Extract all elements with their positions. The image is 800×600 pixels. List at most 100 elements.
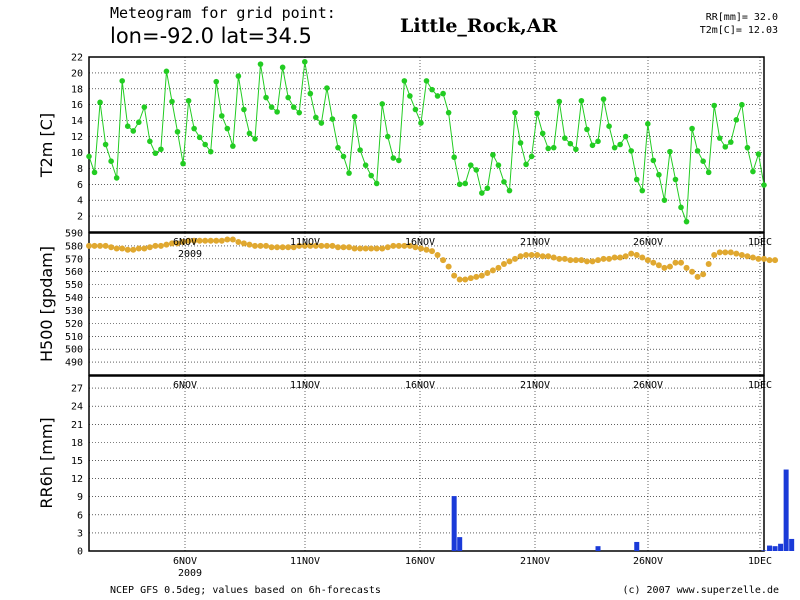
- height-point: [146, 244, 153, 251]
- precipitation-bar: [451, 496, 457, 551]
- precip-ylabel: RR6h [mm]: [37, 417, 56, 508]
- temperature-point: [645, 121, 651, 127]
- height-point: [213, 237, 220, 244]
- panel-temperature-y-ticks: 2 4 6 8 10 12 14 16 18 20 22: [71, 53, 83, 223]
- height-point: [539, 253, 546, 260]
- y-tick-label: 8: [77, 164, 83, 175]
- height-point: [583, 258, 590, 265]
- temperature-point: [313, 114, 319, 121]
- height-point: [307, 242, 314, 249]
- height-point: [495, 264, 502, 271]
- height-point: [628, 250, 635, 257]
- temperature-point: [346, 170, 352, 176]
- temperature-point: [495, 162, 502, 168]
- height-point: [650, 259, 657, 266]
- temperature-point: [451, 154, 457, 161]
- temperature-point: [440, 90, 446, 97]
- temperature-point: [633, 176, 640, 183]
- height-point: [202, 237, 209, 244]
- height-point: [196, 237, 203, 244]
- height-point: [655, 262, 662, 269]
- height-point: [644, 257, 651, 264]
- temperature-point: [473, 167, 480, 173]
- temperature-point: [622, 133, 629, 140]
- temperature-point: [589, 142, 596, 149]
- height-point: [766, 257, 773, 264]
- temperature-point: [672, 176, 679, 183]
- temperature-point: [285, 94, 291, 101]
- temperature-point: [357, 147, 363, 153]
- height-point: [711, 251, 718, 258]
- temperature-point: [694, 148, 701, 154]
- temperature-point: [196, 134, 203, 141]
- y-tick-label: 9: [77, 492, 83, 503]
- temperature-point: [163, 68, 170, 75]
- height-point: [716, 249, 723, 256]
- height-point: [185, 237, 192, 244]
- temperature-point: [379, 101, 386, 107]
- height-point: [523, 251, 530, 258]
- height-point: [180, 239, 187, 246]
- x-tick-label: 21NOV: [520, 237, 550, 248]
- y-tick-label: 540: [65, 293, 83, 304]
- temperature-point: [467, 162, 474, 168]
- height-point: [268, 244, 275, 251]
- height-point: [512, 255, 519, 262]
- temperature-point: [484, 185, 491, 192]
- temperature-point: [119, 78, 125, 84]
- precipitation-bar: [772, 546, 778, 551]
- temperature-point: [268, 104, 275, 110]
- height-point: [224, 236, 231, 243]
- height-point: [240, 240, 247, 247]
- temperature-point: [639, 187, 646, 194]
- height-point: [572, 257, 579, 264]
- height-point: [174, 240, 181, 247]
- y-tick-label: 490: [65, 358, 83, 369]
- header-title-line2: lon=-92.0 lat=34.5: [110, 24, 312, 48]
- height-point: [749, 254, 756, 261]
- temperature-point: [678, 204, 684, 211]
- temperature-point: [384, 133, 391, 140]
- height-point: [550, 254, 557, 261]
- height-point: [86, 242, 92, 249]
- temperature-point: [368, 172, 374, 179]
- y-tick-label: 15: [71, 456, 83, 467]
- height-point: [705, 260, 712, 267]
- height-point: [406, 242, 413, 249]
- x-tick-label: 11NOV: [290, 380, 320, 391]
- x-tick-label: 11NOV: [290, 556, 320, 567]
- height-point: [694, 273, 701, 280]
- height-point: [606, 255, 613, 262]
- y-tick-label: 560: [65, 267, 83, 278]
- temperature-point: [689, 125, 695, 132]
- height-point: [440, 257, 447, 264]
- header-title-line1: Meteogram for grid point:: [110, 4, 336, 22]
- temperature-point: [628, 148, 635, 154]
- x-tick-label: 6NOV: [173, 237, 197, 248]
- temperature-point: [246, 130, 253, 137]
- height-point: [429, 248, 436, 255]
- y-tick-label: 3: [77, 528, 83, 539]
- temperature-point: [539, 130, 546, 137]
- temperature-point: [595, 138, 601, 145]
- height-point: [235, 239, 242, 246]
- height-point: [666, 263, 673, 270]
- height-point: [141, 245, 148, 252]
- temperature-point: [407, 93, 413, 99]
- height-point: [312, 242, 319, 249]
- height-point: [130, 246, 137, 253]
- temperature-point: [418, 120, 424, 126]
- height-point: [263, 242, 270, 249]
- temperature-point: [296, 109, 303, 116]
- temperature-point: [512, 109, 518, 116]
- height-point: [622, 253, 629, 260]
- height-point: [528, 251, 535, 258]
- y-tick-label: 500: [65, 345, 83, 356]
- height-point: [395, 242, 402, 249]
- y-tick-label: 18: [71, 84, 83, 95]
- footer-copyright: (c) 2007 www.superzelle.de: [622, 585, 779, 596]
- height-point: [251, 242, 258, 249]
- temperature-point: [716, 135, 723, 141]
- y-tick-label: 570: [65, 254, 83, 265]
- height-point: [462, 276, 469, 283]
